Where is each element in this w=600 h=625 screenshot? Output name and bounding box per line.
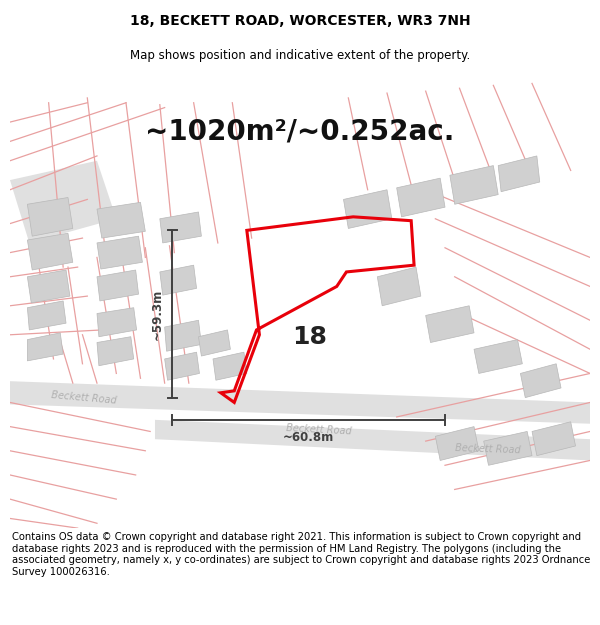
Polygon shape [160, 265, 197, 295]
Polygon shape [532, 422, 575, 456]
Polygon shape [498, 156, 540, 192]
Polygon shape [164, 352, 199, 380]
Polygon shape [97, 337, 134, 366]
Polygon shape [397, 178, 445, 217]
Polygon shape [425, 306, 474, 343]
Text: Beckett Road: Beckett Road [286, 422, 352, 436]
Polygon shape [344, 190, 392, 228]
Polygon shape [520, 364, 561, 398]
Polygon shape [28, 233, 73, 270]
Polygon shape [474, 339, 523, 374]
Text: Beckett Road: Beckett Road [50, 390, 117, 406]
Polygon shape [28, 270, 70, 303]
Text: ~59.3m: ~59.3m [151, 288, 163, 339]
Polygon shape [213, 352, 247, 380]
Polygon shape [155, 420, 590, 461]
Polygon shape [97, 202, 145, 238]
Polygon shape [28, 198, 73, 236]
Text: Beckett Road: Beckett Road [455, 442, 521, 455]
Polygon shape [164, 320, 202, 351]
Polygon shape [10, 161, 116, 243]
Polygon shape [97, 236, 142, 269]
Polygon shape [97, 308, 137, 337]
Text: Contains OS data © Crown copyright and database right 2021. This information is : Contains OS data © Crown copyright and d… [12, 532, 590, 577]
Text: Map shows position and indicative extent of the property.: Map shows position and indicative extent… [130, 49, 470, 62]
Polygon shape [28, 301, 66, 330]
Polygon shape [450, 166, 498, 204]
Polygon shape [97, 270, 139, 301]
Text: 18: 18 [292, 325, 327, 349]
Polygon shape [436, 427, 479, 461]
Text: ~1020m²/~0.252ac.: ~1020m²/~0.252ac. [145, 118, 455, 146]
Polygon shape [377, 267, 421, 306]
Text: 18, BECKETT ROAD, WORCESTER, WR3 7NH: 18, BECKETT ROAD, WORCESTER, WR3 7NH [130, 14, 470, 28]
Text: ~60.8m: ~60.8m [283, 431, 334, 444]
Polygon shape [10, 381, 590, 424]
Polygon shape [160, 212, 202, 243]
Polygon shape [28, 333, 63, 361]
Polygon shape [199, 330, 230, 356]
Polygon shape [484, 431, 532, 465]
